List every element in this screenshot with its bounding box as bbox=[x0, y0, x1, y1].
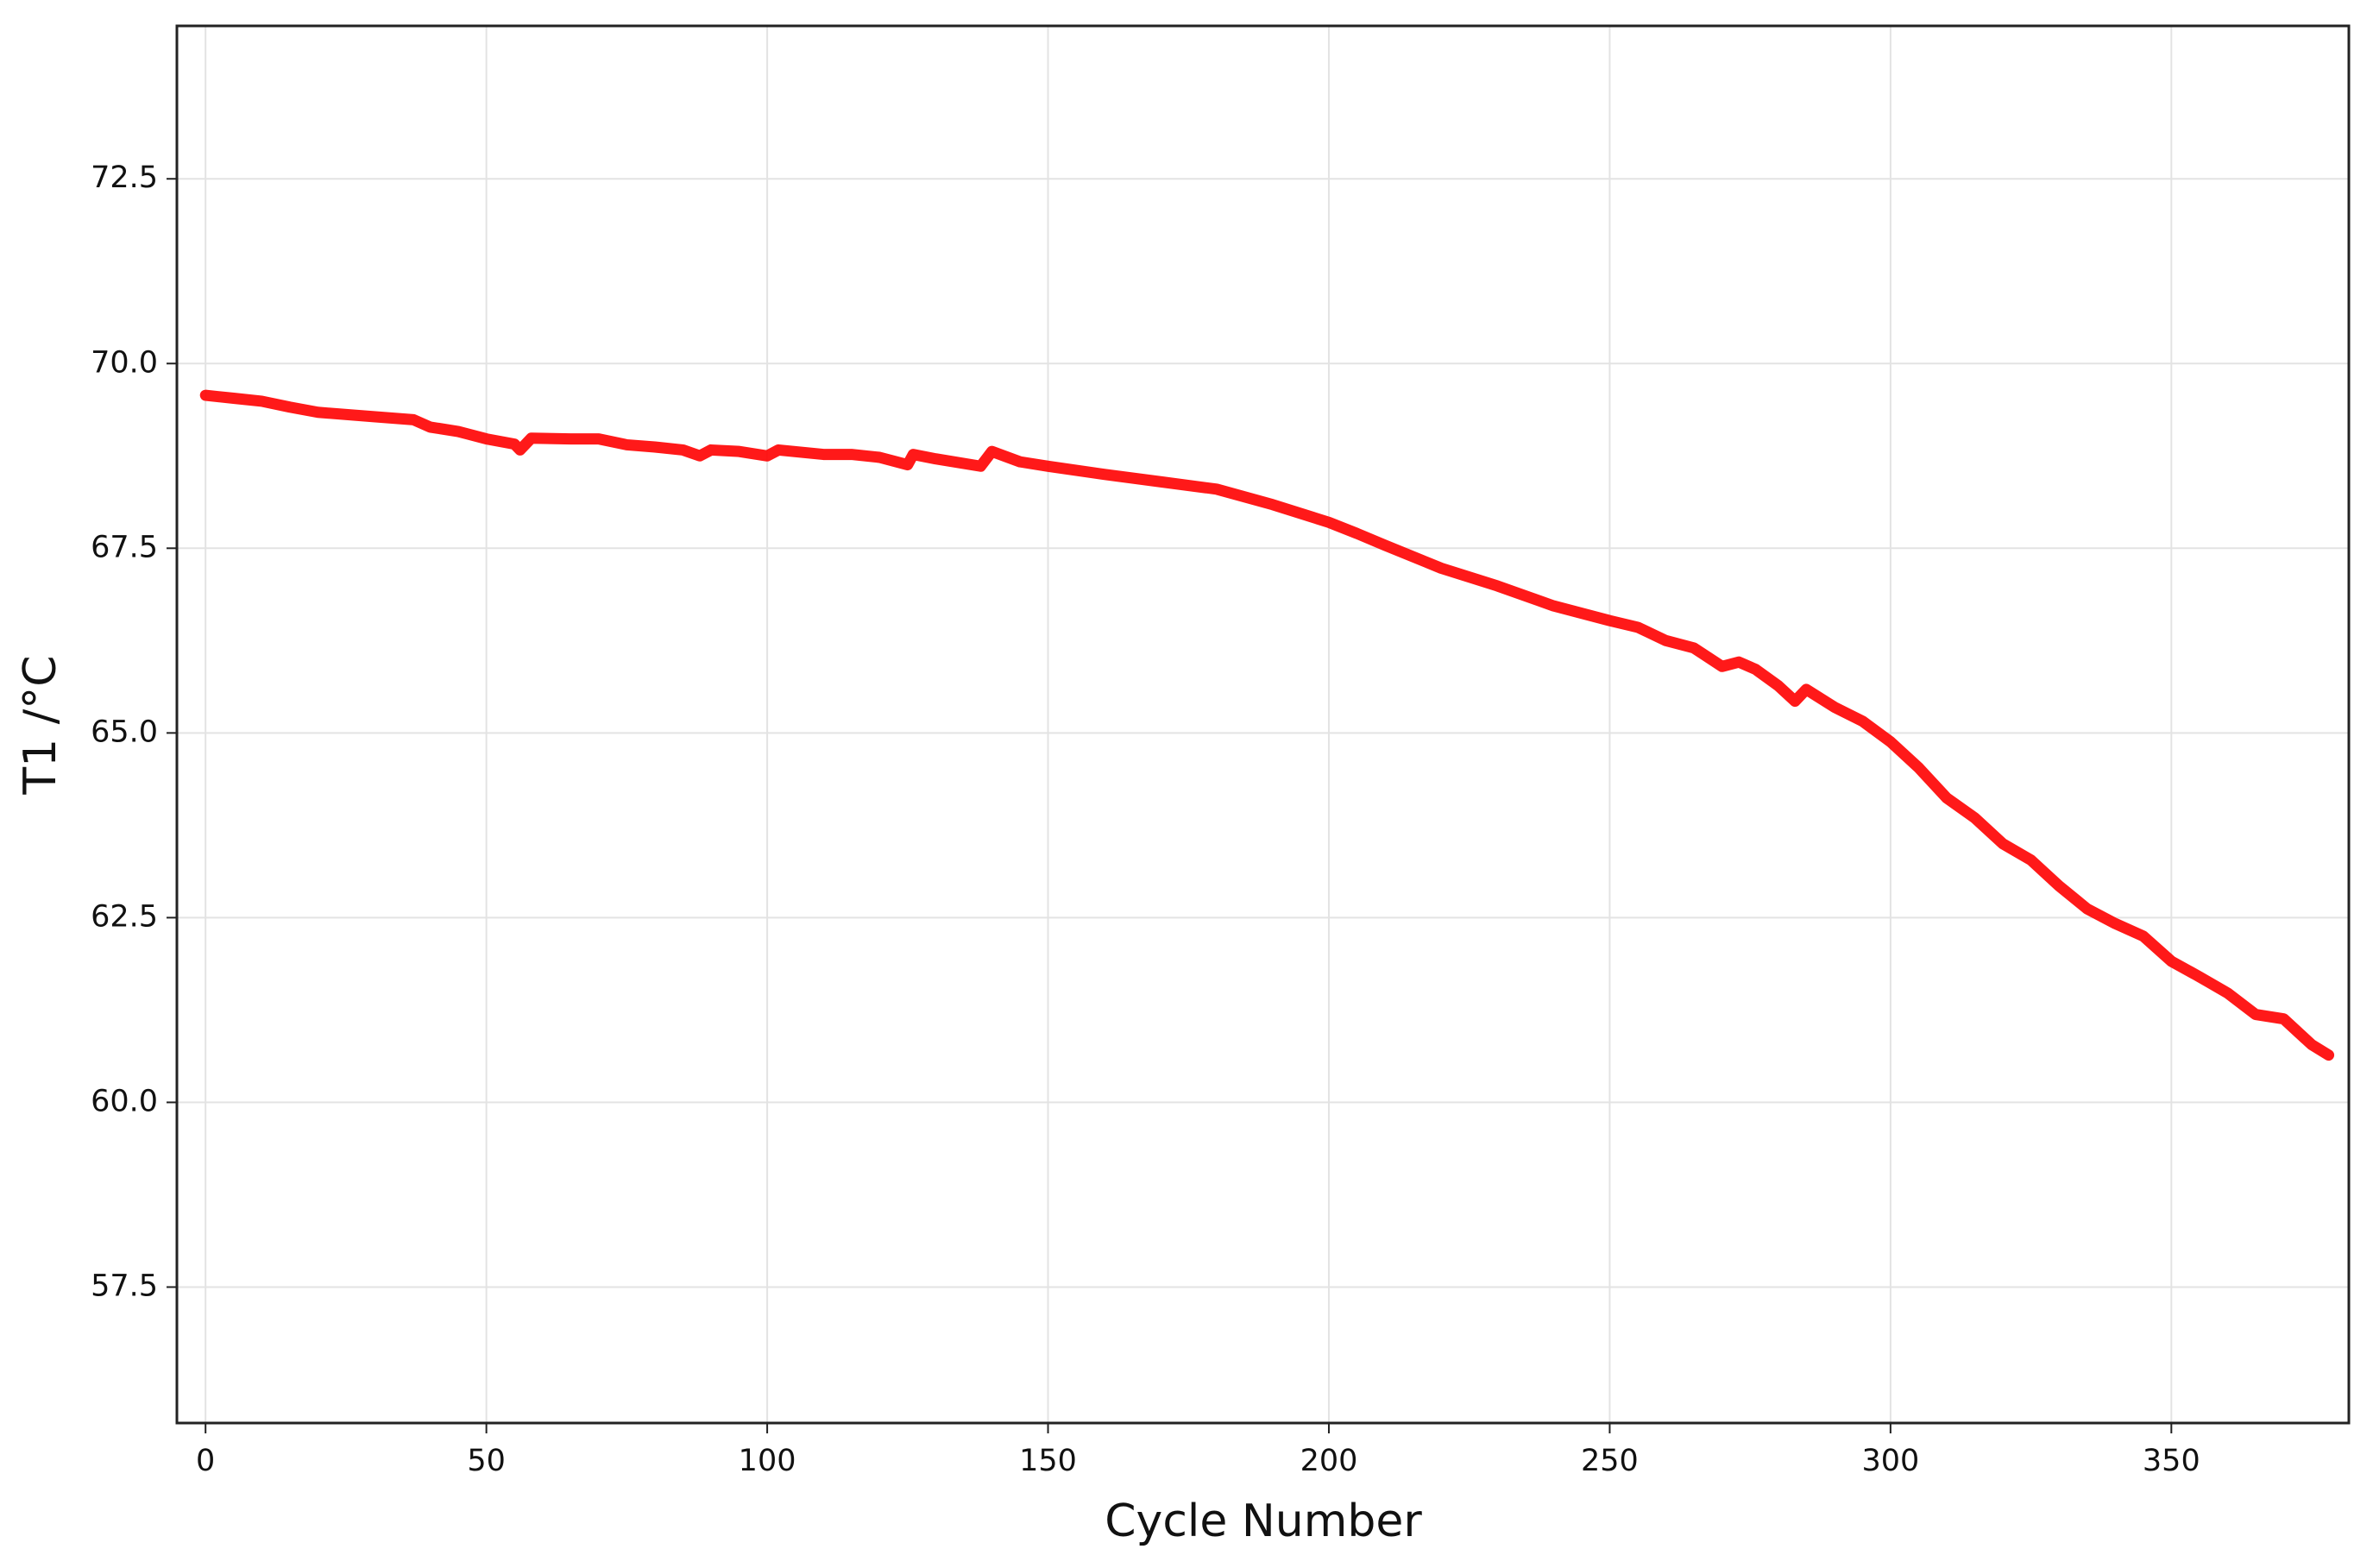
y-tick-label: 72.5 bbox=[91, 161, 158, 195]
y-tick-label: 57.5 bbox=[91, 1269, 158, 1303]
x-tick-label: 0 bbox=[196, 1444, 215, 1478]
y-tick-label: 60.0 bbox=[91, 1084, 158, 1118]
y-tick-label: 62.5 bbox=[91, 899, 158, 934]
x-axis-label: Cycle Number bbox=[1105, 1496, 1422, 1547]
x-tick-label: 350 bbox=[2143, 1444, 2200, 1478]
x-tick-label: 250 bbox=[1581, 1444, 1639, 1478]
y-tick-label: 67.5 bbox=[91, 530, 158, 564]
x-tick-label: 200 bbox=[1300, 1444, 1358, 1478]
y-axis-label: T1 /°C bbox=[15, 655, 66, 795]
plot-frame bbox=[175, 24, 2351, 1425]
x-tick-label: 150 bbox=[1019, 1444, 1077, 1478]
data-line bbox=[199, 389, 2335, 1061]
y-tick-label: 65.0 bbox=[91, 715, 158, 749]
y-tick-label: 70.0 bbox=[91, 345, 158, 380]
x-tick-label: 300 bbox=[1861, 1444, 1919, 1478]
x-tick-label: 100 bbox=[739, 1444, 796, 1478]
x-tick-label: 50 bbox=[467, 1444, 506, 1478]
